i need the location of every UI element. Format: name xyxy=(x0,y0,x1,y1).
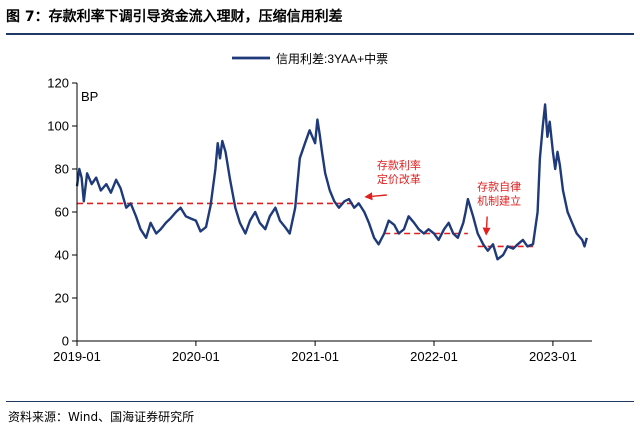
figure-title: 图 7：存款利率下调引导资金流入理财，压缩信用利差 xyxy=(6,9,343,25)
reference-lines xyxy=(77,202,534,248)
axes xyxy=(76,83,592,342)
y-ticks: 0 20 40 60 80 100 120 xyxy=(47,76,77,349)
title-divider xyxy=(6,33,634,35)
annotation-arrowhead-1 xyxy=(364,192,373,201)
y-tick-label: 60 xyxy=(55,205,69,220)
chart-legend: 信用利差:3YAA+中票 xyxy=(232,51,388,66)
y-tick-label: 40 xyxy=(55,248,69,263)
legend-label: 信用利差:3YAA+中票 xyxy=(276,51,388,66)
y-tick-label: 120 xyxy=(47,76,69,91)
x-tick-label: 2021-01 xyxy=(291,349,339,364)
annotation-arrow-1 xyxy=(372,194,387,197)
x-tick-label: 2019-01 xyxy=(53,349,101,364)
annotation-text-1: 存款利率定价改革 xyxy=(377,158,421,186)
x-ticks: 2019-01 2020-01 2021-01 2022-01 2023-01 xyxy=(53,341,577,364)
annotation-text-2: 存款自律机制建立 xyxy=(477,180,521,208)
y-tick-label: 80 xyxy=(55,162,69,177)
annotation-arrow-2 xyxy=(485,216,488,228)
y-tick-label: 20 xyxy=(55,291,69,306)
credit-spread-line xyxy=(75,103,588,261)
x-tick-label: 2022-01 xyxy=(410,349,458,364)
unit-label: BP xyxy=(81,89,98,104)
y-tick-label: 0 xyxy=(62,334,69,349)
y-tick-label: 100 xyxy=(47,119,69,134)
source-divider xyxy=(6,401,634,402)
x-tick-label: 2023-01 xyxy=(529,349,577,364)
x-tick-label: 2020-01 xyxy=(172,349,220,364)
annotation-arrowhead-2 xyxy=(482,227,491,236)
source-note: 资料来源：Wind、国海证券研究所 xyxy=(8,410,195,424)
